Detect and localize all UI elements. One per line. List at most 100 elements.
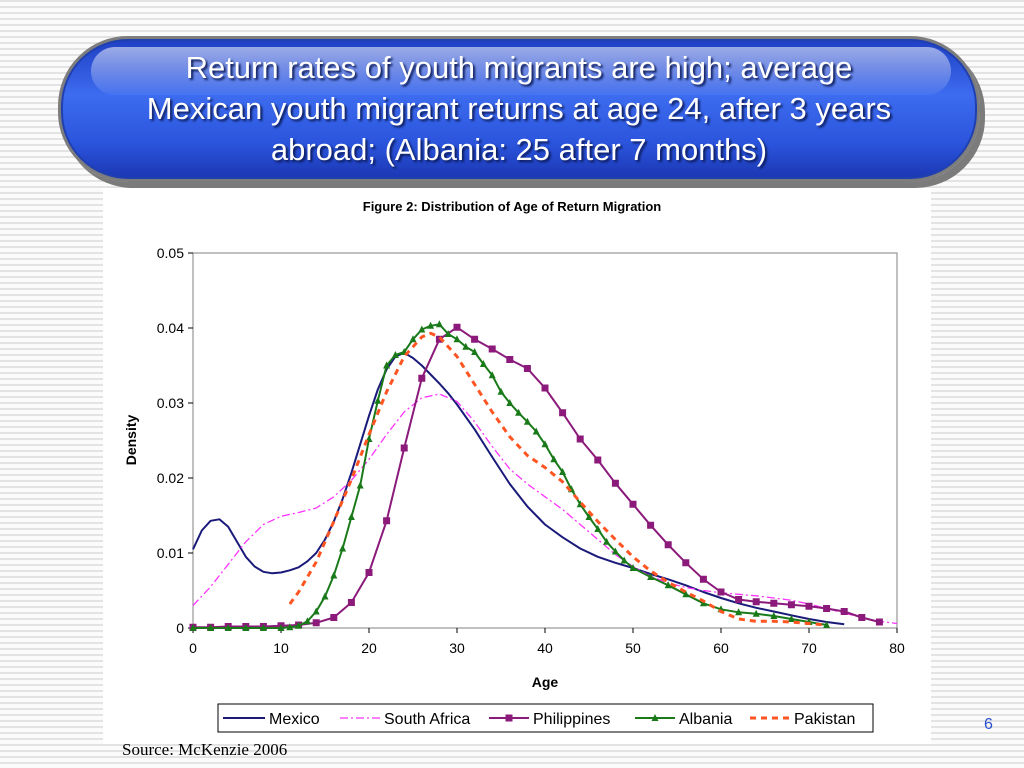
legend-item-mexico: Mexico: [223, 711, 320, 728]
data-point-albania: [515, 408, 523, 416]
data-point-albania: [611, 547, 619, 555]
data-point-albania: [347, 513, 355, 520]
data-point-philippines: [576, 435, 584, 443]
data-point-albania: [339, 544, 347, 552]
data-point-philippines: [805, 602, 813, 610]
data-point-philippines: [823, 605, 831, 612]
data-point-philippines: [435, 335, 443, 343]
data-point-philippines: [312, 619, 320, 627]
series-line-pakistan: [288, 331, 827, 627]
x-tick-label: 70: [801, 640, 817, 656]
legend-marker-philippines: [505, 714, 513, 722]
data-point-albania: [374, 396, 382, 404]
legend-label-south-africa: South Africa: [384, 711, 470, 728]
data-point-albania: [497, 387, 505, 395]
data-point-albania: [620, 556, 628, 564]
data-point-albania: [427, 321, 435, 329]
title-gloss: [91, 47, 951, 95]
legend-label-mexico: Mexico: [269, 711, 320, 728]
y-tick-label: 0.04: [157, 320, 184, 336]
chart-title: Figure 2: Distribution of Age of Return …: [363, 199, 662, 214]
data-point-albania: [752, 609, 760, 617]
data-point-albania: [242, 624, 250, 631]
slide-title: Return rates of youth migrants are high;…: [146, 50, 892, 167]
data-point-philippines: [875, 618, 883, 626]
chart-legend: Mexico South Africa Philippines Albania Paki…: [217, 703, 874, 733]
y-axis-ticks: 0 0.01 0.02 0.03 0.04 0.05: [157, 245, 193, 636]
y-tick-label: 0: [176, 620, 184, 636]
data-point-philippines: [347, 599, 355, 606]
x-tick-label: 30: [449, 640, 465, 656]
data-point-philippines: [594, 456, 602, 464]
x-tick-label: 10: [273, 640, 289, 656]
legend-marker-albania: [651, 714, 659, 721]
data-point-albania: [532, 427, 540, 435]
data-point-philippines: [488, 345, 496, 353]
data-point-philippines: [559, 409, 567, 417]
x-tick-label: 40: [537, 640, 553, 656]
y-tick-label: 0.01: [157, 545, 184, 561]
series-mexico: [192, 351, 845, 626]
data-point-albania: [559, 468, 567, 475]
data-point-albania: [506, 399, 514, 406]
y-axis-label: Density: [123, 415, 139, 466]
data-point-philippines: [699, 575, 707, 583]
data-point-albania: [321, 592, 329, 600]
legend-label-albania: Albania: [679, 711, 732, 728]
data-point-albania: [594, 525, 602, 532]
source-citation: Source: McKenzie 2006: [122, 740, 288, 759]
legend-item-philippines: Philippines: [489, 711, 610, 728]
data-point-albania: [189, 624, 197, 631]
legend-label-pakistan: Pakistan: [794, 711, 855, 728]
data-point-philippines: [541, 384, 549, 392]
data-point-albania: [629, 564, 637, 571]
x-axis-label: Age: [532, 674, 559, 690]
data-point-albania: [391, 351, 399, 358]
data-point-albania: [471, 348, 479, 355]
y-tick-label: 0.03: [157, 395, 184, 411]
series-layer: [189, 320, 898, 631]
data-point-philippines: [664, 541, 672, 549]
data-point-philippines: [752, 598, 760, 606]
data-point-albania: [603, 537, 611, 545]
data-point-albania: [550, 455, 558, 463]
data-point-albania: [488, 371, 496, 379]
x-tick-label: 20: [361, 640, 377, 656]
data-point-albania: [462, 342, 470, 350]
data-point-philippines: [717, 588, 725, 596]
data-point-albania: [479, 360, 487, 367]
series-line-mexico: [192, 351, 845, 626]
data-point-albania: [435, 320, 443, 328]
data-point-albania: [647, 573, 655, 580]
data-point-philippines: [858, 614, 866, 621]
y-tick-label: 0.02: [157, 470, 184, 486]
data-point-albania: [207, 624, 215, 631]
data-point-albania: [295, 621, 303, 629]
data-point-philippines: [682, 559, 690, 567]
data-point-albania: [418, 325, 426, 333]
data-point-albania: [541, 440, 549, 448]
data-point-philippines: [840, 608, 848, 615]
data-point-philippines: [506, 356, 514, 363]
data-point-philippines: [471, 335, 479, 343]
chart-svg: Figure 2: Distribution of Age of Return …: [123, 199, 905, 733]
data-point-albania: [259, 624, 267, 631]
x-tick-label: 50: [625, 640, 641, 656]
figure-panel: Figure 2: Distribution of Age of Return …: [103, 188, 931, 744]
data-point-philippines: [787, 601, 795, 609]
series-south-africa: [192, 393, 898, 625]
data-point-philippines: [647, 521, 655, 529]
x-tick-label: 60: [713, 640, 729, 656]
legend-box: [217, 703, 874, 733]
data-point-philippines: [418, 374, 426, 382]
data-point-philippines: [523, 365, 531, 372]
data-point-albania: [444, 330, 452, 337]
legend-item-pakistan: Pakistan: [750, 711, 855, 728]
data-point-philippines: [770, 599, 778, 607]
data-point-philippines: [735, 596, 743, 603]
data-point-albania: [823, 621, 831, 628]
series-pakistan: [288, 331, 827, 627]
data-point-albania: [787, 615, 795, 622]
data-point-albania: [699, 599, 707, 607]
data-point-albania: [224, 624, 232, 631]
